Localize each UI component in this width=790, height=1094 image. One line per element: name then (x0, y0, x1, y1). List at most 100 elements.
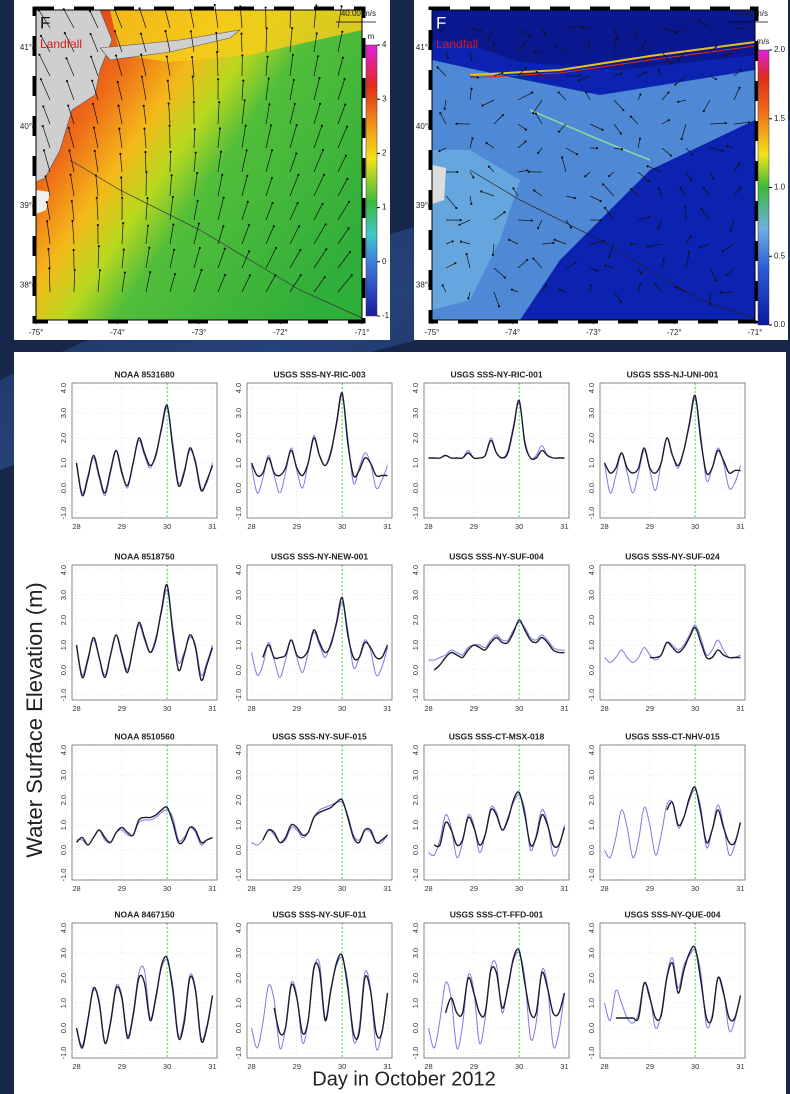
velocity-arrow (241, 125, 246, 149)
velocity-arrow (561, 157, 567, 173)
velocity-arrow (533, 258, 543, 269)
plot-frame (71, 922, 218, 1059)
velocity-arrow-head (486, 38, 489, 41)
x-tick-label: 29 (646, 884, 654, 893)
velocity-arrow (661, 147, 672, 156)
velocity-arrow-head (340, 5, 343, 8)
series-line (615, 945, 742, 1024)
x-tick-label: 29 (470, 704, 478, 713)
x-tick-label: 30 (338, 704, 346, 713)
velocity-arrow (313, 249, 327, 269)
velocity-arrow (241, 224, 250, 245)
series-line (428, 794, 565, 859)
velocity-arrow-head (70, 200, 73, 203)
velocity-arrow (444, 99, 447, 109)
velocity-arrow (214, 4, 219, 29)
velocity-arrow-head (602, 183, 605, 186)
velocity-arrow (313, 56, 319, 77)
colorbar-tick-label: 0.0 (774, 320, 786, 329)
velocity-arrow (217, 174, 223, 197)
x-tick-label: 29 (293, 884, 301, 893)
velocity-arrow (313, 103, 321, 125)
velocity-arrow-head (503, 276, 506, 279)
y-tick-label: 2.0 (234, 433, 243, 443)
velocity-arrow (589, 285, 592, 293)
y-tick-label: 1.0 (234, 640, 243, 650)
velocity-arrow (661, 119, 670, 125)
velocity-arrow-head (96, 224, 99, 227)
velocity-arrow (602, 184, 615, 197)
x-tick-label: 28 (247, 1062, 255, 1071)
colorbar-tick-label: 1 (382, 203, 387, 212)
velocity-arrow (481, 191, 495, 197)
velocity-arrow-head (619, 300, 623, 303)
velocity-arrow-head (530, 91, 534, 94)
velocity-arrow (217, 128, 221, 149)
velocity-arrow (637, 138, 641, 149)
velocity-arrow (289, 153, 297, 173)
velocity-arrow (517, 123, 527, 130)
velocity-arrow-head (439, 29, 442, 32)
velocity-arrow (143, 105, 147, 125)
velocity-arrow (709, 147, 723, 152)
plot-frame (246, 564, 393, 701)
velocity-arrow (676, 27, 687, 34)
y-tick-label: 4.0 (59, 745, 68, 755)
x-tick-label: 28 (72, 884, 80, 893)
velocity-arrow-head (121, 196, 124, 199)
y-tick-label: -1.0 (587, 507, 596, 520)
x-tick-label: 30 (163, 1062, 171, 1071)
velocity-arrow-head (524, 140, 527, 143)
velocity-arrow (217, 102, 220, 125)
velocity-arrow-head (492, 42, 495, 46)
y-tick-label: 1.0 (411, 820, 420, 830)
velocity-arrow-head (700, 208, 703, 211)
velocity-arrow (166, 56, 171, 77)
velocity-arrow (115, 55, 123, 77)
velocity-arrow-head (724, 122, 727, 125)
x-tick-label: 29 (646, 522, 654, 531)
velocity-arrow (241, 201, 249, 221)
velocity-arrow-head (192, 100, 195, 104)
velocity-arrow (613, 123, 622, 134)
velocity-arrow (265, 275, 276, 293)
velocity-arrow-head (451, 240, 454, 243)
velocity-arrow-head (324, 223, 327, 226)
velocity-arrow (337, 104, 346, 125)
velocity-arrow (241, 80, 244, 101)
velocity-arrow-head (117, 104, 120, 107)
velocity-arrow (121, 272, 126, 293)
velocity-arrow (733, 27, 745, 29)
y-tick-label: -1.0 (59, 507, 68, 520)
velocity-arrow (265, 56, 268, 77)
velocity-arrow-head (173, 273, 177, 276)
x-tick-label: 31 (560, 1062, 568, 1071)
y-tick-label: 3.0 (411, 408, 420, 418)
velocity-arrow (337, 126, 348, 149)
velocity-arrow (445, 195, 457, 209)
velocity-arrow-head (242, 79, 245, 82)
y-tick-label: 3.0 (59, 770, 68, 780)
map-x-tick-label: -74° (110, 328, 125, 337)
velocity-arrow-head (73, 268, 76, 271)
x-tick-label: 29 (293, 522, 301, 531)
x-tick-label: 31 (208, 522, 216, 531)
velocity-arrow (90, 33, 99, 53)
map-x-tick-label: -73° (192, 328, 207, 337)
y-tick-label: 3.0 (411, 948, 420, 958)
landfall-annotation: Landfall (436, 37, 478, 51)
velocity-arrow (726, 145, 735, 149)
y-tick-label: 3.0 (59, 408, 68, 418)
y-tick-label: 0.0 (411, 1023, 420, 1033)
velocity-arrow (613, 39, 617, 53)
map-x-tick-label: -71° (748, 328, 763, 337)
velocity-arrow (38, 10, 51, 29)
velocity-arrow-head (719, 291, 722, 294)
velocity-arrow-head (689, 235, 692, 238)
chart-title: USGS SSS-NY-SUF-004 (449, 551, 544, 561)
velocity-arrow-head (292, 78, 295, 82)
velocity-arrow-head (634, 36, 637, 40)
velocity-arrow-head (116, 80, 119, 84)
velocity-arrow (637, 171, 649, 182)
velocity-arrow-head (344, 103, 347, 106)
